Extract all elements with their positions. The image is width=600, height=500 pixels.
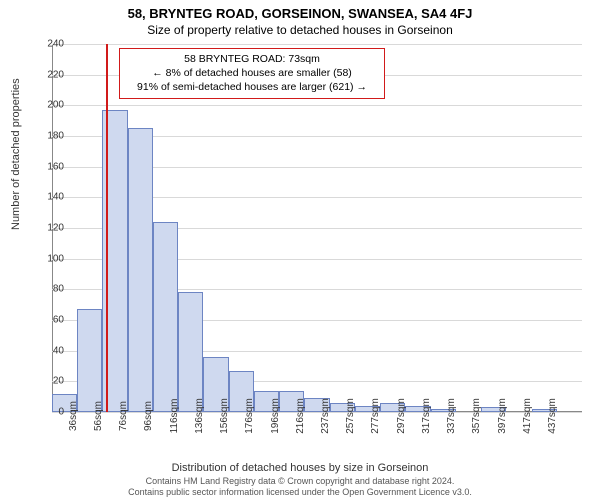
histogram-bar [77, 309, 102, 412]
histogram-bar [153, 222, 178, 412]
y-tick-label: 80 [53, 284, 64, 295]
x-tick-label: 216sqm [295, 398, 306, 434]
callout-line: 91% of semi-detached houses are larger (… [126, 80, 378, 94]
x-tick-label: 257sqm [345, 398, 356, 434]
x-tick-label: 156sqm [219, 398, 230, 434]
gridline [52, 44, 582, 45]
footer-line-2: Contains public sector information licen… [0, 487, 600, 498]
y-tick-label: 220 [47, 69, 64, 80]
x-tick-label: 397sqm [497, 398, 508, 434]
x-tick-label: 317sqm [421, 398, 432, 434]
y-tick-label: 60 [53, 315, 64, 326]
callout-line: 58 BRYNTEG ROAD: 73sqm [126, 52, 378, 66]
gridline [52, 105, 582, 106]
x-tick-label: 96sqm [143, 401, 154, 431]
y-tick-label: 20 [53, 376, 64, 387]
y-tick-label: 40 [53, 345, 64, 356]
x-tick-label: 437sqm [547, 398, 558, 434]
x-tick-label: 196sqm [270, 398, 281, 434]
y-tick-label: 140 [47, 192, 64, 203]
x-tick-label: 36sqm [68, 401, 79, 431]
x-tick-label: 56sqm [93, 401, 104, 431]
x-tick-label: 337sqm [446, 398, 457, 434]
callout-box: 58 BRYNTEG ROAD: 73sqm← 8% of detached h… [119, 48, 385, 99]
x-tick-label: 237sqm [320, 398, 331, 434]
callout-line: ← 8% of detached houses are smaller (58) [126, 66, 378, 80]
y-tick-label: 120 [47, 223, 64, 234]
x-tick-label: 136sqm [194, 398, 205, 434]
x-tick-label: 76sqm [118, 401, 129, 431]
chart-area: 58 BRYNTEG ROAD: 73sqm← 8% of detached h… [52, 44, 582, 412]
x-axis-label: Distribution of detached houses by size … [0, 462, 600, 474]
x-tick-label: 417sqm [522, 398, 533, 434]
y-tick-label: 100 [47, 253, 64, 264]
y-tick-label: 0 [58, 407, 64, 418]
histogram-bar [178, 292, 203, 412]
y-tick-label: 160 [47, 161, 64, 172]
y-tick-label: 200 [47, 100, 64, 111]
x-tick-label: 116sqm [169, 399, 180, 434]
y-tick-label: 180 [47, 131, 64, 142]
x-tick-label: 277sqm [370, 398, 381, 434]
footer-line-1: Contains HM Land Registry data © Crown c… [0, 476, 600, 487]
y-tick-label: 240 [47, 39, 64, 50]
reference-marker [106, 44, 108, 412]
x-tick-label: 176sqm [244, 398, 255, 434]
histogram-bar [128, 128, 153, 412]
x-tick-label: 357sqm [471, 398, 482, 434]
x-tick-label: 297sqm [396, 398, 407, 434]
footer-attribution: Contains HM Land Registry data © Crown c… [0, 476, 600, 499]
page-title: 58, BRYNTEG ROAD, GORSEINON, SWANSEA, SA… [0, 0, 600, 21]
page-subtitle: Size of property relative to detached ho… [0, 21, 600, 41]
plot-region [52, 44, 582, 412]
y-axis-label: Number of detached properties [10, 78, 22, 230]
